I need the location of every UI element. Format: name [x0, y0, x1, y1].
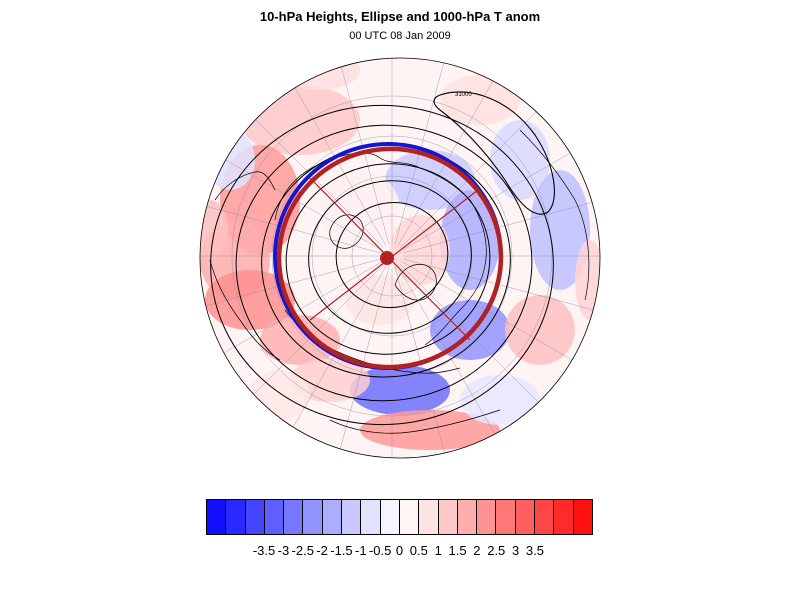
meridian-line	[200, 258, 381, 324]
colorbar-swatch	[303, 500, 323, 534]
anomaly-patch	[350, 365, 450, 415]
colorbar-tick-label: 1	[434, 543, 442, 558]
anomaly-patch	[205, 130, 255, 190]
colorbar-swatch	[264, 500, 285, 534]
coastline-greenland	[394, 264, 437, 301]
anomaly-patch	[205, 270, 295, 330]
anomaly-patch	[260, 315, 340, 365]
globe-border	[199, 57, 601, 459]
anomaly-patch	[320, 170, 400, 250]
colorbar-swatch	[438, 500, 458, 534]
colorbar-swatch	[342, 500, 362, 534]
colorbar	[206, 499, 593, 535]
lat-lon-grid	[200, 58, 600, 458]
meridian-line	[403, 258, 600, 324]
anomaly-patch	[200, 200, 228, 260]
anomaly-patch	[360, 410, 500, 450]
coastline-east-edge	[519, 129, 590, 301]
anomaly-patch	[460, 375, 540, 425]
anomaly-patch	[280, 58, 360, 90]
height-contour	[335, 201, 449, 309]
colorbar-swatch	[361, 500, 381, 534]
colorbar-swatch	[573, 500, 592, 534]
coastline-europe	[424, 199, 487, 346]
colorbar-swatch	[496, 500, 516, 534]
colorbar-swatch	[399, 500, 420, 534]
colorbar-swatch	[245, 500, 265, 534]
colorbar-labels: -3.5 -3 -2.5 -2 -1.5 -1 -0.5 0 0.5 1 1.5 2 2.5 3 3.5	[0, 543, 800, 563]
colorbar-swatch	[419, 500, 439, 534]
colorbar-tick-label: 2	[473, 543, 481, 558]
anomaly-patch	[290, 358, 370, 402]
anomaly-patch	[390, 215, 450, 285]
meridian-line	[394, 267, 460, 458]
colorbar-swatch	[554, 500, 574, 534]
anomaly-patch	[575, 240, 600, 320]
colorbar-tick-label: -2.5	[291, 543, 314, 558]
ellipse-center	[380, 251, 394, 265]
colorbar-tick-label: 0.5	[409, 543, 428, 558]
vortex-ellipse	[276, 146, 504, 370]
meridian-line	[324, 267, 390, 458]
meridian-line	[394, 58, 460, 245]
colorbar-swatch	[477, 500, 497, 534]
colorbar-swatch	[322, 500, 343, 534]
height-contour	[308, 180, 472, 334]
colorbar-swatch	[535, 500, 555, 534]
anomaly-patch	[505, 295, 575, 365]
height-contour-31000	[433, 91, 555, 215]
meridian-line	[403, 188, 600, 254]
colorbar-swatch	[226, 500, 246, 534]
colorbar-tick-label: 3	[511, 543, 520, 558]
colorbar-swatch	[207, 500, 227, 534]
colorbar-tick-label: -3.5	[252, 543, 276, 558]
coastline-eurasia-north	[274, 152, 471, 221]
colorbar-tick-label: -0.5	[368, 543, 392, 558]
colorbar-tick-label: -2	[316, 543, 328, 558]
coastline-southern-edge	[329, 409, 501, 434]
colorbar-swatch	[515, 500, 536, 534]
colorbar-tick-label: -3	[277, 543, 290, 558]
colorbar-swatch	[457, 500, 478, 534]
colorbar-swatch	[284, 500, 304, 534]
colorbar-tick-label: 0	[395, 543, 404, 558]
coastline-arctic-islands	[329, 214, 364, 249]
anomaly-patch	[440, 75, 520, 125]
colorbar-tick-label: 2.5	[487, 543, 506, 558]
colorbar-tick-label: 1.5	[448, 543, 467, 558]
colorbar-swatch	[380, 500, 400, 534]
colorbar-tick-label: -1	[355, 543, 367, 558]
coastline-north-pacific	[209, 259, 281, 361]
map-subtitle: 00 UTC 08 Jan 2009	[349, 30, 451, 42]
colorbar-tick-label: -1.5	[330, 543, 353, 558]
anomaly-patch	[345, 275, 415, 325]
anomaly-patch	[240, 85, 360, 155]
coastline-asia-east	[214, 171, 276, 201]
meridian-line	[200, 188, 381, 254]
temperature-anomaly-field	[200, 58, 600, 450]
colorbar-tick-label: 3.5	[525, 543, 544, 558]
contour-label: 31000	[455, 92, 472, 98]
height-contour	[285, 163, 491, 355]
height-contours	[210, 104, 554, 426]
height-contour	[235, 124, 533, 402]
ellipse-minor-axis	[309, 189, 479, 321]
map-content: 31000	[200, 58, 600, 458]
map-title: 10-hPa Heights, Ellipse and 1000-hPa T a…	[259, 9, 541, 24]
height-contour	[210, 104, 554, 426]
